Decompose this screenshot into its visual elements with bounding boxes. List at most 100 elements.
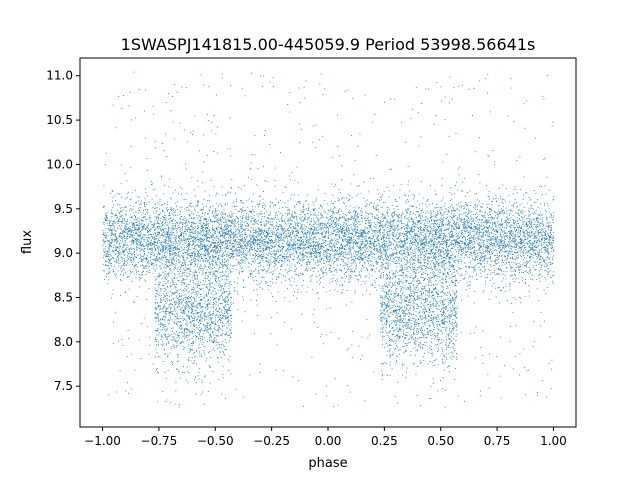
data-point [322,243,324,244]
data-point [535,237,537,239]
data-point [198,256,200,258]
data-point [202,248,203,250]
data-point [291,211,293,213]
data-point [382,238,384,240]
data-point [159,265,161,267]
data-point [183,232,185,234]
data-point [491,209,492,211]
data-point [397,224,399,226]
data-point [125,229,126,231]
data-point [470,218,472,220]
data-point [186,219,188,221]
data-point [360,229,362,231]
data-point [366,260,368,262]
data-point [315,247,317,249]
data-point [486,241,488,242]
data-point [528,215,530,217]
data-point [473,237,474,239]
data-point [488,250,490,252]
data-point [175,235,177,237]
data-point [253,271,255,272]
data-point [529,241,530,243]
data-point [206,240,207,242]
data-point [451,265,453,267]
data-point [408,195,409,197]
data-point [467,227,468,229]
data-point [355,215,357,217]
data-point [226,234,228,235]
data-point [547,205,549,207]
data-point [382,194,384,196]
data-point [350,226,352,228]
data-point [509,248,511,249]
data-point [196,258,198,260]
data-point [520,219,522,221]
data-point [220,234,222,236]
data-point [379,231,380,232]
data-point [175,244,176,246]
data-point [165,274,167,276]
data-point [116,242,117,244]
data-point [520,239,522,241]
data-point [222,261,223,262]
data-point [173,238,175,240]
data-point [342,234,344,236]
data-point [126,220,128,222]
data-point [359,256,361,258]
data-point [262,240,264,242]
data-point [405,227,407,229]
data-point [424,237,426,239]
data-point [164,241,166,243]
data-points [102,71,555,408]
data-point [375,238,377,240]
data-point [276,232,278,234]
data-point [483,245,484,247]
data-point [165,239,167,241]
data-point [530,247,532,249]
data-point [488,298,490,300]
data-point [526,221,527,223]
data-point [139,286,141,288]
data-point [186,224,188,226]
data-point [120,240,121,242]
data-point [421,246,423,248]
data-point [528,291,530,292]
data-point [213,235,214,237]
data-point [130,198,132,200]
data-point [343,230,345,231]
data-point [209,254,211,255]
data-point [162,246,163,248]
data-point [291,248,293,250]
data-point [496,263,498,264]
data-point [166,276,168,278]
data-point [200,244,202,246]
data-point [530,248,532,250]
data-point [293,228,295,230]
data-point [459,275,461,276]
data-point [188,255,190,257]
data-point [363,247,365,249]
data-point [150,252,152,254]
data-point [161,232,163,234]
data-point [261,276,263,278]
data-point [251,200,253,202]
data-point [153,269,155,271]
data-point [128,276,130,277]
data-point [263,250,265,252]
data-point [359,221,361,223]
data-point [187,250,189,252]
data-point [233,250,235,252]
data-point [358,247,360,249]
data-point [231,205,233,207]
data-point [339,231,340,233]
data-point [449,216,451,217]
data-point [207,250,209,252]
data-point [514,246,516,248]
data-point [160,249,162,251]
data-point [393,212,395,213]
data-point [417,267,419,269]
data-point [105,256,107,257]
data-point [172,259,174,261]
data-point [188,221,189,222]
data-point [534,211,535,213]
